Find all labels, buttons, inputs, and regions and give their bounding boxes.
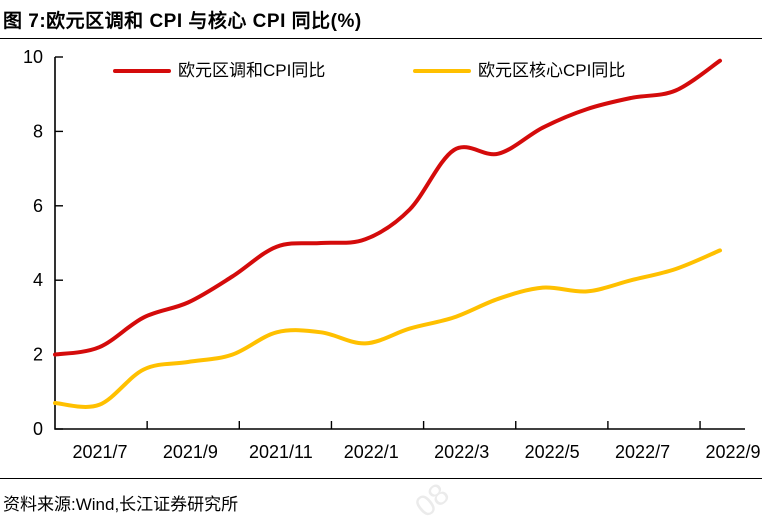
y-axis-tick-label: 10	[23, 47, 43, 67]
y-axis-tick-label: 4	[33, 270, 43, 290]
series-line-core	[53, 248, 722, 409]
x-axis-label: 2021/7	[72, 442, 127, 462]
x-axis-label: 2021/11	[249, 442, 313, 462]
chart-title: 图 7:欧元区调和 CPI 与核心 CPI 同比(%)	[3, 11, 362, 32]
x-axis-label: 2021/9	[163, 442, 218, 462]
x-axis-label: 2022/5	[525, 442, 580, 462]
y-axis-tick-label: 8	[33, 121, 43, 141]
x-axis-label: 2022/3	[434, 442, 489, 462]
y-axis-tick-label: 2	[33, 345, 43, 365]
axes	[54, 57, 745, 430]
series-line-hicp	[53, 58, 722, 357]
source-text: 资料来源:Wind,长江证券研究所	[3, 495, 239, 514]
watermark-text: 08	[408, 477, 456, 522]
footer-divider	[0, 478, 762, 479]
x-axis-label: 2022/9	[705, 442, 760, 462]
x-axis-label: 2022/1	[344, 442, 399, 462]
cpi-line-chart: 0 2 4 6 8 10 2021/7 2021/9 2021/11 2022/1 2022/3 20…	[23, 47, 761, 462]
y-axis-tick-label: 0	[33, 419, 43, 439]
title-divider	[0, 38, 762, 39]
y-axis-tick-label: 6	[33, 196, 43, 216]
x-axis-label: 2022/7	[615, 442, 670, 462]
